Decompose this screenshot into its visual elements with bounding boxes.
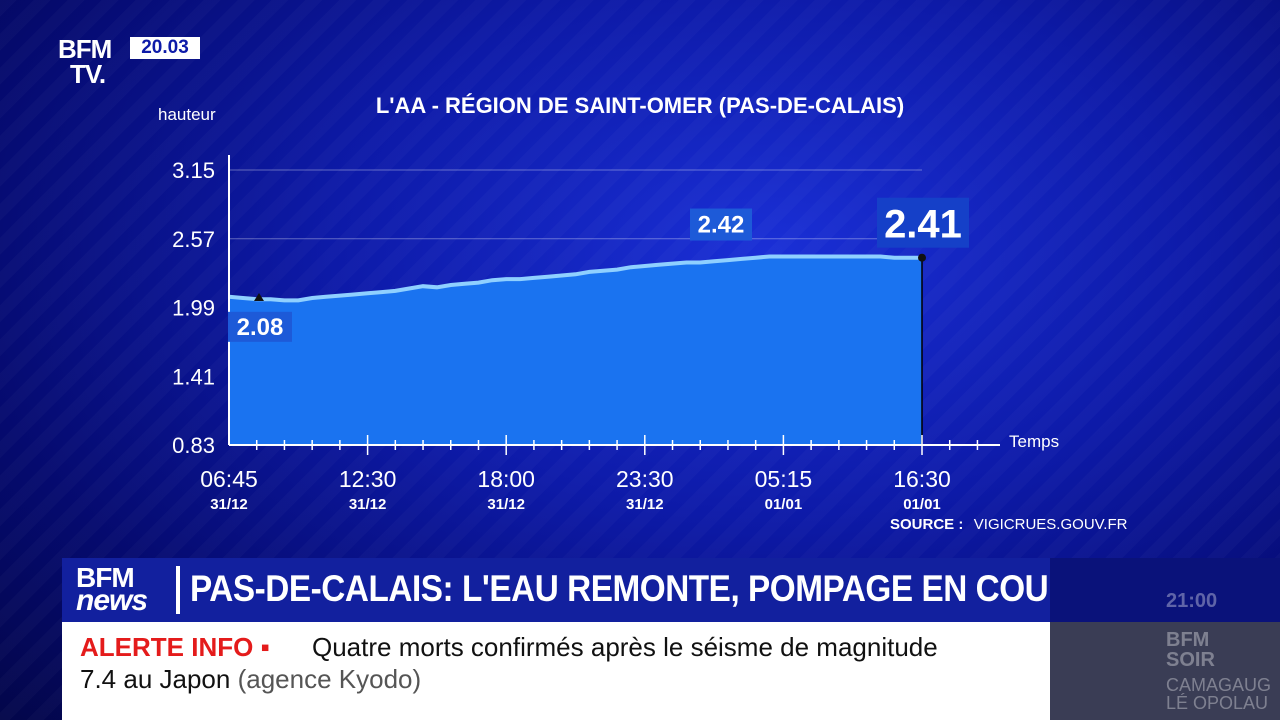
annotation-box bbox=[877, 197, 969, 248]
bfmnews-logo: BFM news bbox=[76, 562, 148, 617]
headline-bar: BFM news PAS-DE-CALAIS: L'EAU REMONTE, P… bbox=[62, 558, 1094, 622]
side-panel-bottom bbox=[1050, 622, 1280, 720]
series-fill bbox=[229, 256, 922, 445]
y-axis-label: hauteur bbox=[158, 105, 216, 124]
x-tick-labels: 06:45 31/12 12:30 31/12 18:00 31/12 23:30 31/12… bbox=[200, 466, 951, 513]
y-tick-label: 3.15 bbox=[172, 158, 215, 183]
annotation-start-label: 2.08 bbox=[237, 314, 284, 341]
axes bbox=[228, 155, 1000, 455]
x-tick-date: 01/01 bbox=[765, 496, 803, 513]
side-panel-top bbox=[1050, 558, 1280, 622]
y-tick-labels: 3.15 2.57 1.99 1.41 0.83 bbox=[172, 158, 215, 458]
series-line bbox=[228, 254, 922, 303]
x-tick-time: 12:30 bbox=[339, 466, 397, 492]
x-tick-date: 31/12 bbox=[487, 496, 525, 513]
x-tick-time: 18:00 bbox=[477, 466, 535, 492]
x-tick-date: 31/12 bbox=[349, 496, 387, 513]
annotation-last-label: 2.41 bbox=[884, 203, 962, 247]
clock-badge: 20.03 bbox=[130, 37, 200, 59]
start-point bbox=[254, 293, 264, 302]
x-tick-time: 06:45 bbox=[200, 466, 258, 492]
headline-text: PAS-DE-CALAIS: L'EAU REMONTE, POMPAGE EN… bbox=[190, 568, 1094, 609]
x-tick-time: 23:30 bbox=[616, 466, 674, 492]
alert-bar: ALERTE INFO ▪ Quatre morts confirmés apr… bbox=[62, 622, 1050, 720]
y-tick-label: 2.57 bbox=[172, 227, 215, 252]
x-axis-label: Temps bbox=[1009, 432, 1059, 451]
y-tick-label: 0.83 bbox=[172, 433, 215, 458]
headline-separator bbox=[176, 566, 180, 614]
value-annotations: 2.08 2.42 2.41 bbox=[228, 197, 969, 342]
end-point bbox=[918, 253, 926, 262]
source-line: SOURCE : VIGICRUES.GOUV.FR bbox=[890, 516, 1128, 533]
side-logo: BFM SOIR bbox=[1166, 629, 1215, 671]
source-label: SOURCE : bbox=[890, 516, 963, 533]
x-tick-time: 05:15 bbox=[755, 466, 813, 492]
chart-title: L'AA - RÉGION DE SAINT-OMER (PAS-DE-CALA… bbox=[376, 93, 904, 118]
alert-line-2-main: 7.4 au Japon bbox=[80, 664, 231, 694]
water-level-chart: L'AA - RÉGION DE SAINT-OMER (PAS-DE-CALA… bbox=[158, 93, 1128, 533]
annotation-box bbox=[228, 311, 292, 342]
series-area bbox=[228, 253, 926, 445]
alert-line-1: Quatre morts confirmés après le séisme d… bbox=[312, 632, 938, 662]
x-tick-date: 01/01 bbox=[903, 496, 941, 513]
x-tick-date: 31/12 bbox=[626, 496, 664, 513]
source-text: VIGICRUES.GOUV.FR bbox=[974, 516, 1128, 533]
annotation-peak-label: 2.42 bbox=[698, 212, 745, 239]
alert-label: ALERTE INFO ▪ bbox=[80, 632, 270, 662]
x-tick-date: 31/12 bbox=[210, 496, 248, 513]
annotation-box bbox=[690, 208, 752, 241]
x-tick-time: 16:30 bbox=[893, 466, 951, 492]
side-text: CAMAGAUG LÉ OPOLAU bbox=[1166, 675, 1272, 713]
alert-line-2: 7.4 au Japon (agence Kyodo) bbox=[80, 664, 421, 695]
side-time: 21:00 bbox=[1166, 590, 1218, 612]
alert-line-2-soft: (agence Kyodo) bbox=[237, 664, 422, 694]
bfmtv-logo: BFM TV. bbox=[58, 34, 112, 89]
y-tick-label: 1.99 bbox=[172, 296, 215, 321]
y-tick-label: 1.41 bbox=[172, 364, 215, 389]
